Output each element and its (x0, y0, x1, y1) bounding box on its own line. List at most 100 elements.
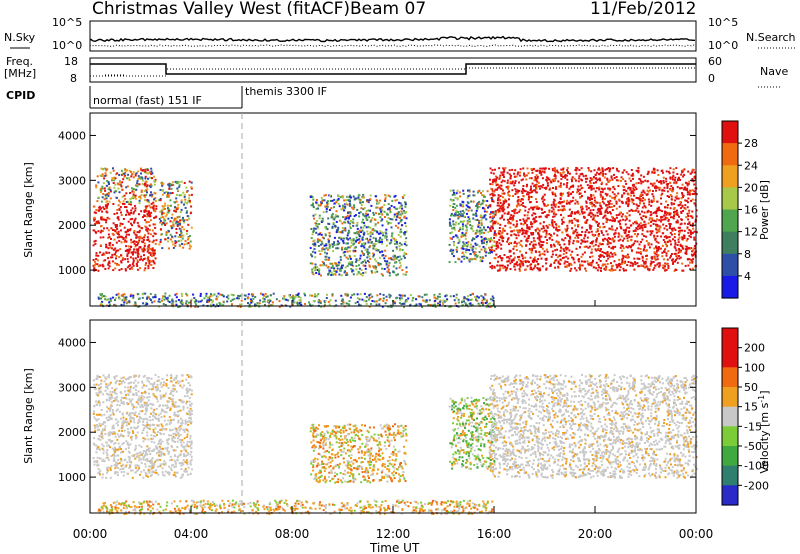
echo-cell (639, 178, 642, 181)
echo-cell (126, 209, 128, 212)
echo-cell (350, 196, 352, 199)
echo-cell (108, 244, 111, 247)
echo-cell (146, 199, 149, 201)
echo-cell (681, 193, 684, 196)
echo-cell (363, 231, 366, 234)
echo-cell (106, 168, 109, 171)
echo-cell (149, 183, 152, 186)
echo-cell (649, 264, 652, 267)
echo-cell (643, 261, 646, 264)
echo-cell (379, 251, 381, 254)
echo-cell (144, 177, 147, 180)
echo-cell (122, 172, 124, 175)
echo-cell (393, 213, 396, 216)
echo-cell (474, 247, 477, 250)
echo-cell (95, 184, 98, 187)
echo-cell (495, 244, 498, 247)
echo-cell (562, 216, 565, 219)
echo-cell (167, 299, 170, 302)
echo-cell (640, 182, 643, 185)
echo-cell (565, 174, 568, 177)
echo-cell (511, 182, 514, 185)
echo-cell (372, 213, 375, 216)
echo-cell (178, 194, 181, 197)
echo-cell (324, 255, 327, 258)
echo-cell (130, 293, 132, 296)
echo-cell (148, 201, 151, 204)
echo-cell (592, 176, 595, 178)
echo-cell (557, 265, 560, 268)
echo-cell (606, 238, 609, 241)
echo-cell (620, 244, 623, 247)
echo-cell (594, 190, 597, 193)
echo-cell (627, 197, 630, 199)
echo-cell (605, 220, 608, 223)
echo-cell (546, 239, 549, 241)
echo-cell (482, 226, 485, 229)
echo-cell (678, 187, 681, 190)
echo-cell (116, 208, 119, 211)
echo-cell (561, 201, 564, 203)
echo-cell (171, 192, 174, 194)
echo-cell (594, 201, 597, 203)
echo-cell (321, 217, 324, 220)
echo-cell (394, 254, 396, 257)
echo-cell (140, 189, 143, 192)
echo-cell (472, 237, 474, 240)
echo-cell (606, 263, 609, 265)
echo-cell (533, 179, 536, 182)
echo-cell (120, 260, 123, 263)
echo-cell (628, 226, 631, 229)
echo-cell (97, 296, 100, 299)
echo-cell (595, 221, 598, 223)
echo-cell (646, 230, 649, 233)
echo-cell (684, 248, 687, 251)
echo-cell (501, 192, 504, 195)
echo-cell (116, 236, 119, 239)
echo-cell (115, 257, 117, 260)
echo-cell (149, 254, 152, 256)
echo-cell (620, 179, 622, 182)
echo-cell (137, 256, 140, 258)
echo-cell (121, 223, 124, 226)
echo-cell (400, 214, 403, 217)
echo-cell (574, 212, 577, 215)
echo-cell (621, 260, 624, 262)
echo-cell (612, 196, 615, 199)
echo-cell (563, 200, 565, 203)
echo-cell (674, 176, 677, 179)
echo-cell (669, 176, 672, 179)
echo-cell (598, 232, 600, 235)
echo-cell (146, 247, 149, 250)
echo-cell (462, 189, 465, 192)
echo-cell (509, 222, 512, 225)
echo-cell (539, 187, 541, 190)
echo-cell (627, 233, 630, 236)
echo-cell (495, 247, 498, 250)
echo-cell (522, 260, 525, 263)
echo-cell (143, 258, 146, 260)
echo-cell (361, 274, 364, 277)
echo-cell (169, 183, 172, 186)
echo-cell (199, 295, 202, 297)
echo-cell (603, 176, 606, 179)
echo-cell (134, 217, 137, 220)
echo-cell (534, 259, 537, 262)
echo-cell (524, 174, 527, 177)
echo-cell (319, 232, 322, 235)
echo-cell (160, 233, 163, 236)
echo-cell (687, 182, 690, 185)
echo-cell (611, 264, 614, 267)
echo-cell (112, 248, 115, 251)
echo-cell (503, 180, 506, 183)
echo-cell (571, 219, 573, 222)
echo-cell (368, 294, 371, 297)
echo-cell (106, 227, 109, 230)
echo-cell (496, 204, 499, 207)
echo-cell (490, 187, 493, 190)
echo-cell (691, 171, 694, 174)
echo-cell (667, 250, 670, 253)
echo-cell (505, 200, 507, 203)
echo-cell (545, 268, 548, 271)
echo-cell (449, 198, 452, 201)
